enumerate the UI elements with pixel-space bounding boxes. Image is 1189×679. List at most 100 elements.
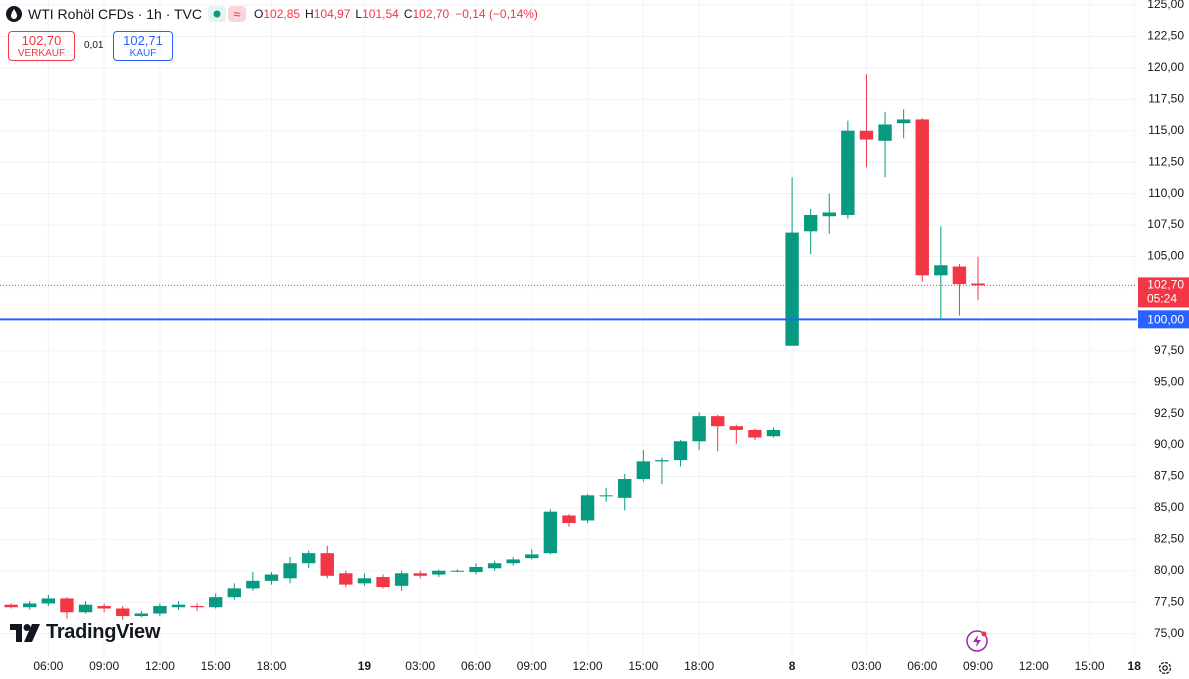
candle-body xyxy=(618,478,632,498)
candle-body xyxy=(841,130,855,215)
candle-body xyxy=(525,554,539,559)
x-tick-label: 12:00 xyxy=(145,659,175,673)
x-tick-label: 03:00 xyxy=(851,659,881,673)
x-tick-label: 03:00 xyxy=(405,659,435,673)
candle-body xyxy=(785,232,799,346)
settings-icon[interactable] xyxy=(1158,661,1172,675)
brand-logo xyxy=(10,623,40,642)
candle-body xyxy=(692,416,706,442)
x-tick-label: 18:00 xyxy=(684,659,714,673)
change: −0,14 (−0,14%) xyxy=(455,7,538,21)
y-tick-label: 110,00 xyxy=(1148,186,1184,200)
y-tick-label: 75,00 xyxy=(1154,626,1184,640)
candle-body xyxy=(450,570,465,572)
candle-body xyxy=(60,598,74,613)
y-tick-label: 115,00 xyxy=(1148,123,1184,137)
x-tick-label: 06:00 xyxy=(907,659,937,673)
y-tick-label: 85,00 xyxy=(1154,500,1184,514)
candle-body xyxy=(562,515,576,523)
candle-body xyxy=(543,511,558,554)
ohlc-value: 102,70 xyxy=(412,7,450,21)
ohlc-value: 101,54 xyxy=(362,7,399,21)
x-tick-label: 19 xyxy=(358,659,372,673)
symbol-icon xyxy=(6,6,22,22)
last-price-label: 102,70 xyxy=(1147,278,1184,292)
buy-label: KAUF xyxy=(129,48,157,59)
status-badges: ≈ xyxy=(208,6,246,22)
x-tick-label: 18:00 xyxy=(256,659,286,673)
x-tick-label: 8 xyxy=(789,659,796,673)
brand: TradingView xyxy=(10,621,160,644)
y-tick-label: 117,50 xyxy=(1148,91,1184,105)
candle-body xyxy=(171,604,186,608)
candle-body xyxy=(320,553,334,576)
candle-body xyxy=(4,604,18,608)
y-tick-label: 122,50 xyxy=(1147,29,1184,43)
y-tick-label: 87,50 xyxy=(1154,469,1184,483)
lightning-icon[interactable] xyxy=(966,630,988,652)
candle-body xyxy=(301,553,316,564)
sell-button[interactable]: 102,70 VERKAUF xyxy=(8,31,75,61)
ohlc-value: 102,85 xyxy=(263,7,301,21)
ohlc-item: C102,70 xyxy=(404,7,449,21)
candle-body xyxy=(41,598,56,604)
candle-body xyxy=(766,429,781,437)
candle-body xyxy=(934,265,948,276)
y-tick-label: 120,00 xyxy=(1147,60,1184,74)
ohlc-legend: O102,85 H104,97 L101,54 C102,70 xyxy=(254,7,449,21)
last-price-countdown: 05:24 xyxy=(1147,292,1177,306)
candle-body xyxy=(97,605,111,609)
candle-body xyxy=(376,577,390,588)
candle-body xyxy=(134,613,149,617)
candle-body xyxy=(896,119,911,124)
x-tick-label: 15:00 xyxy=(201,659,231,673)
grid xyxy=(0,0,1137,655)
x-tick-label: 06:00 xyxy=(33,659,63,673)
candle-body xyxy=(264,574,279,581)
buy-button[interactable]: 102,71 KAUF xyxy=(113,31,173,61)
x-tick-label: 18 xyxy=(1128,659,1142,673)
candle-body xyxy=(729,426,744,430)
candle-body xyxy=(748,429,762,438)
buy-price: 102,71 xyxy=(123,33,163,48)
candle-body xyxy=(971,283,985,286)
x-tick-label: 12:00 xyxy=(573,659,603,673)
candle-body xyxy=(580,495,595,521)
candle-body xyxy=(952,266,967,285)
candle-body xyxy=(915,119,929,276)
ohlc-item: H104,97 xyxy=(305,7,350,21)
candle-body xyxy=(803,214,818,232)
symbol-title: WTI Rohöl CFDs · 1h · TVC xyxy=(28,6,202,22)
candle-body xyxy=(822,212,836,217)
candle-body xyxy=(190,605,204,608)
x-tick-label: 12:00 xyxy=(1019,659,1049,673)
candle-body xyxy=(636,461,651,479)
x-tick-label: 09:00 xyxy=(89,659,119,673)
candle-body xyxy=(878,124,892,141)
svg-text:≈: ≈ xyxy=(233,6,240,21)
ohlc-value: 104,97 xyxy=(313,7,351,21)
last-price-box xyxy=(1138,277,1189,308)
y-tick-label: 80,00 xyxy=(1154,563,1184,577)
ohlc-key: H xyxy=(305,7,314,21)
candle-body xyxy=(673,441,688,461)
candle-body xyxy=(227,588,241,598)
ohlc-item: O102,85 xyxy=(254,7,300,21)
candle-body xyxy=(153,605,167,614)
candle-body xyxy=(432,570,446,575)
ohlc-key: O xyxy=(254,7,264,21)
candle-body xyxy=(339,573,353,585)
y-tick-label: 82,50 xyxy=(1154,532,1184,546)
candle-body xyxy=(711,416,725,427)
candle-body xyxy=(116,608,130,617)
x-tick-label: 06:00 xyxy=(461,659,491,673)
y-tick-label: 95,00 xyxy=(1154,374,1184,388)
candles xyxy=(4,74,985,620)
x-tick-label: 09:00 xyxy=(963,659,993,673)
candle-body xyxy=(283,563,297,579)
ohlc-item: L101,54 xyxy=(355,7,398,21)
x-tick-label: 15:00 xyxy=(628,659,658,673)
candle-body xyxy=(23,603,37,608)
x-tick-label: 15:00 xyxy=(1075,659,1105,673)
y-tick-label: 105,00 xyxy=(1147,249,1184,263)
